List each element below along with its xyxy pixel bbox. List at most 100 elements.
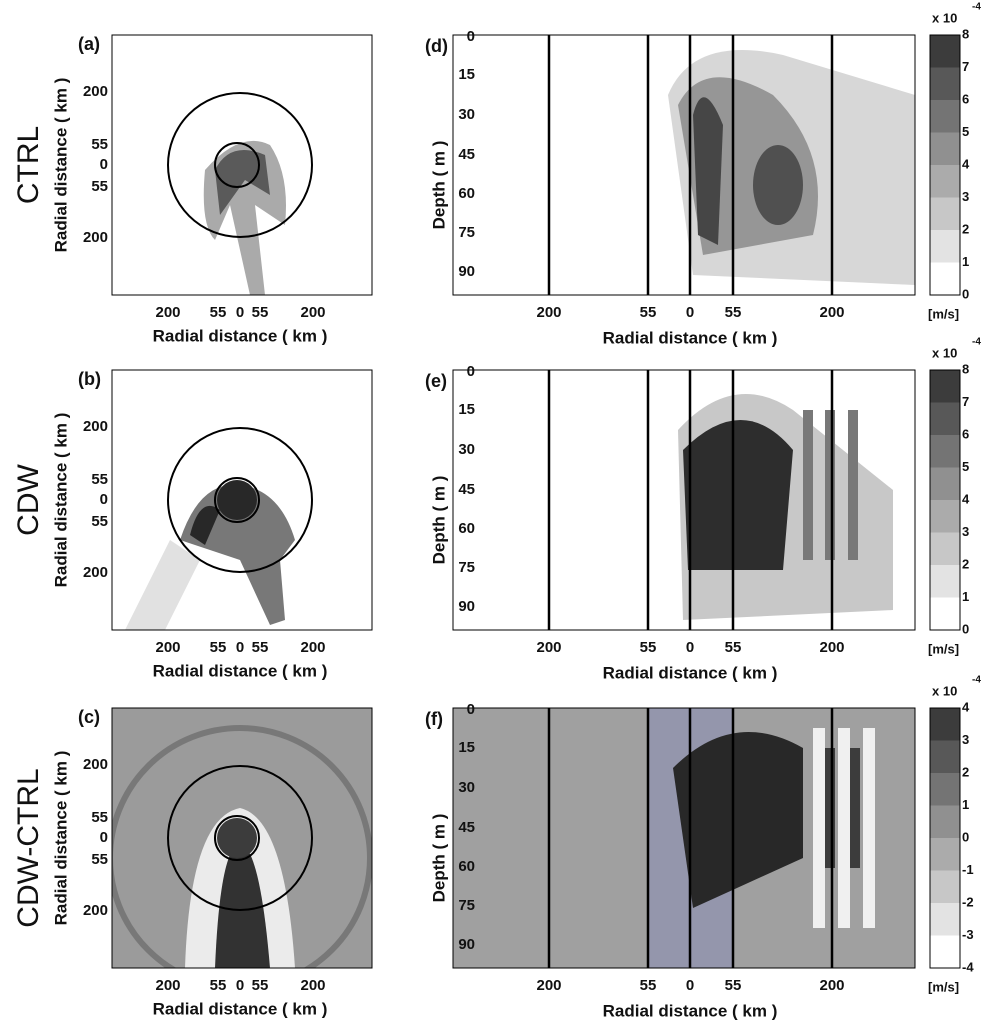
- y-tick-label: 0: [100, 829, 108, 846]
- colorbar-step: [930, 500, 960, 533]
- y-tick-label: 60: [458, 858, 475, 875]
- colorbar-power: -4: [972, 337, 981, 348]
- y-tick-label: 55: [91, 809, 108, 826]
- colorbar-step: [930, 230, 960, 263]
- colorbar-tick-label: 3: [962, 189, 969, 204]
- colorbar-frame: [929, 707, 961, 969]
- section-frame: [452, 707, 916, 969]
- x-tick-label: 0: [686, 977, 694, 994]
- colorbar-step: [930, 67, 960, 101]
- colorbar-unit: [m/s]: [928, 979, 959, 994]
- colorbar-tick-label: 3: [962, 732, 969, 747]
- colorbar-tick-label: 7: [962, 59, 969, 74]
- colorbar-exponent: x 10: [932, 10, 957, 25]
- colorbar-tick-label: 1: [962, 589, 969, 604]
- y-tick-label: 60: [458, 185, 475, 202]
- field: [803, 410, 813, 560]
- row-name: CTRL: [12, 126, 45, 204]
- x-tick-label: 200: [155, 639, 180, 656]
- colorbar-tick-label: -4: [962, 959, 974, 974]
- colorbar-step: [930, 35, 960, 68]
- colorbar-exponent: x 10: [932, 345, 957, 360]
- map-field: [203, 140, 286, 295]
- colorbar-step: [930, 903, 960, 936]
- y-tick-label: 75: [458, 224, 475, 241]
- panel-label: (a): [78, 34, 100, 54]
- map-field: [112, 708, 372, 968]
- colorbar-step: [930, 838, 960, 871]
- y-tick-label: 45: [458, 481, 475, 498]
- panel-label: (f): [425, 709, 443, 729]
- field: [112, 725, 372, 968]
- colorbar-tick-label: 5: [962, 124, 969, 139]
- colorbar-step: [930, 370, 960, 403]
- colorbar-tick-label: 7: [962, 394, 969, 409]
- colorbar-tick-label: 8: [962, 361, 969, 376]
- y-tick-label: 15: [458, 739, 475, 756]
- colorbar-step: [930, 708, 960, 741]
- y-tick-label: 55: [91, 851, 108, 868]
- panel-label: (d): [425, 36, 448, 56]
- colorbar-step: [930, 262, 960, 296]
- y-tick-label: 0: [467, 363, 475, 380]
- colorbar-unit: [m/s]: [928, 641, 959, 656]
- section-frame: [452, 369, 916, 631]
- section-field: [668, 50, 915, 285]
- x-tick-label: 200: [536, 639, 561, 656]
- field: [125, 540, 200, 630]
- x-axis-label: Radial distance ( km ): [603, 663, 778, 682]
- colorbar-tick-label: 3: [962, 524, 969, 539]
- field: [217, 818, 257, 858]
- colorbar-step: [930, 467, 960, 501]
- x-tick-label: 200: [300, 977, 325, 994]
- colorbar-tick-label: 5: [962, 459, 969, 474]
- map-frame: [111, 707, 373, 969]
- x-tick-label: 200: [300, 639, 325, 656]
- x-tick-label: 55: [210, 977, 227, 994]
- field: [683, 420, 793, 570]
- x-tick-label: 55: [252, 977, 269, 994]
- ring: [214, 815, 260, 861]
- y-axis-label: Radial distance ( km ): [51, 413, 70, 588]
- colorbar-tick-label: 4: [962, 699, 970, 714]
- x-axis-label: Radial distance ( km ): [153, 661, 328, 680]
- section-frame: [452, 34, 916, 296]
- colorbar-tick-label: -1: [962, 862, 974, 877]
- x-tick-label: 55: [210, 304, 227, 321]
- x-tick-label: 200: [819, 304, 844, 321]
- x-tick-label: 200: [819, 977, 844, 994]
- y-tick-label: 200: [83, 564, 108, 581]
- colorbar-tick-label: 4: [962, 156, 970, 171]
- field: [190, 505, 220, 545]
- x-tick-label: 0: [236, 304, 244, 321]
- map-panel: [111, 34, 373, 296]
- colorbar-exponent: x 10: [932, 683, 957, 698]
- y-tick-label: 55: [91, 136, 108, 153]
- map-frame: [111, 369, 373, 631]
- ring: [167, 92, 313, 238]
- field: [848, 410, 858, 560]
- colorbar-tick-label: 2: [962, 221, 969, 236]
- y-tick-label: 30: [458, 441, 475, 458]
- colorbar-step: [930, 935, 960, 969]
- field: [753, 145, 803, 225]
- y-tick-label: 200: [83, 756, 108, 773]
- x-axis-label: Radial distance ( km ): [603, 328, 778, 347]
- x-tick-label: 0: [686, 304, 694, 321]
- map-frame: [111, 34, 373, 296]
- y-tick-label: 15: [458, 401, 475, 418]
- x-tick-label: 200: [536, 977, 561, 994]
- field: [813, 728, 825, 928]
- colorbar-step: [930, 132, 960, 166]
- x-axis-label: Radial distance ( km ): [153, 326, 328, 345]
- section-field: [678, 394, 893, 620]
- x-tick-label: 0: [236, 639, 244, 656]
- colorbar-step: [930, 435, 960, 468]
- y-tick-label: 15: [458, 66, 475, 83]
- y-tick-label: 90: [458, 598, 475, 615]
- x-tick-label: 200: [155, 304, 180, 321]
- field: [215, 150, 270, 215]
- section-panel: [452, 34, 916, 296]
- colorbar-step: [930, 565, 960, 598]
